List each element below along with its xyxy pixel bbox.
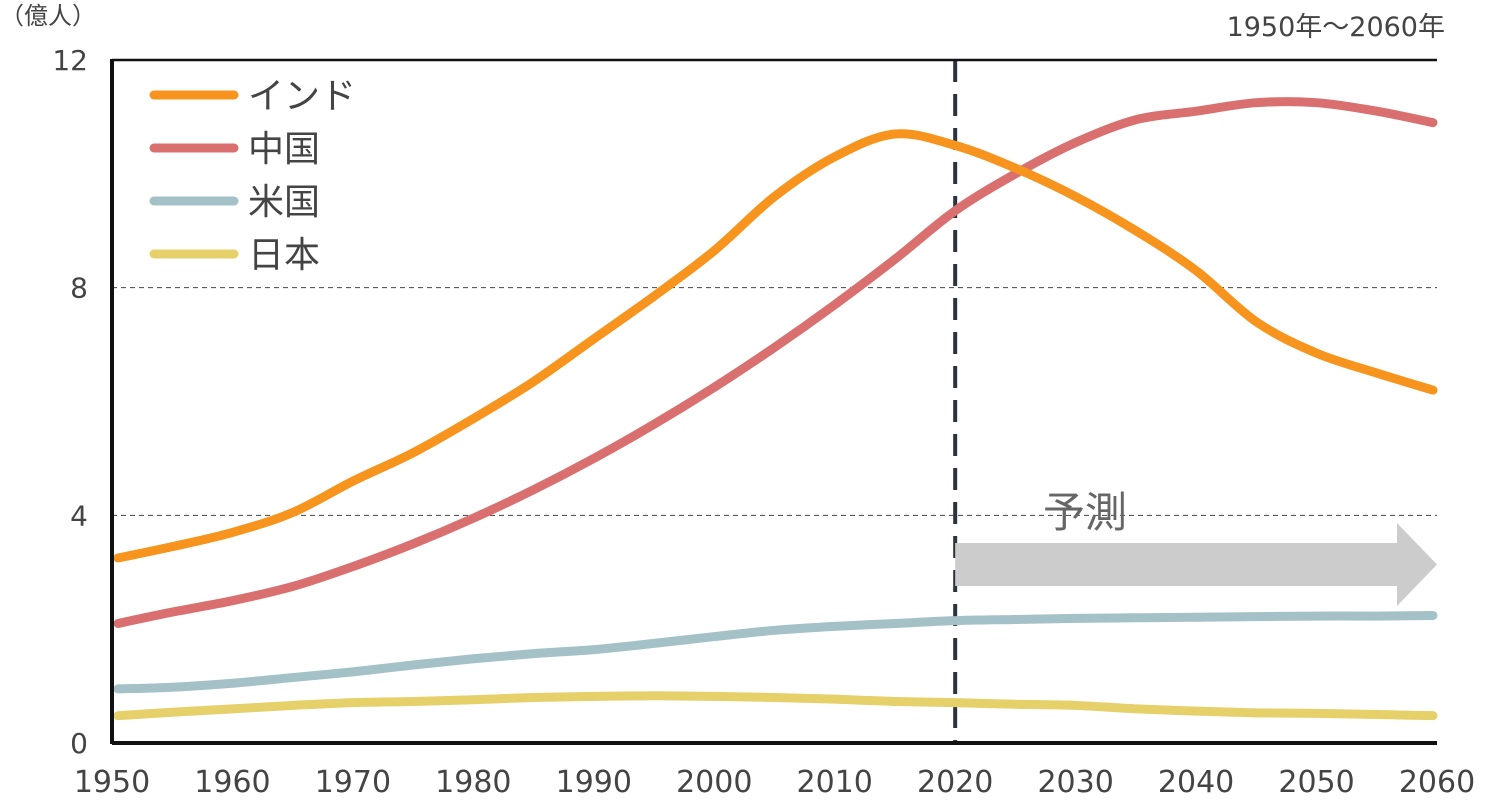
gridlines: [112, 287, 1437, 516]
legend-label: インド: [248, 76, 356, 117]
tick-labels: 0 4 8 12 1950 1960 1970 1980 1990 2000 2010 2020 203…: [52, 44, 1475, 800]
series-line-0: [113, 129, 1438, 563]
x-tick-label: 2010: [797, 765, 873, 800]
x-tick-label: 2030: [1037, 765, 1113, 800]
y-tick-label: 0: [70, 727, 88, 760]
x-tick-label: 1990: [556, 765, 632, 800]
series-line-3: [113, 691, 1438, 721]
legend-label: 日本: [248, 235, 320, 276]
x-tick-label: 2050: [1278, 765, 1354, 800]
legend-label: 米国: [248, 182, 320, 223]
x-tick-label: 2060: [1399, 765, 1475, 800]
series-line-1: [113, 97, 1438, 628]
forecast-region: 予測: [953, 60, 1437, 743]
chart-subtitle: 1950年～2060年: [1227, 12, 1445, 43]
x-tick-label: 1960: [194, 765, 270, 800]
series-line-2: [113, 611, 1438, 694]
forecast-label: 予測: [1043, 488, 1127, 537]
x-tick-label: 1980: [435, 765, 511, 800]
x-tick-label: 2000: [676, 765, 752, 800]
x-tick-label: 1950: [74, 765, 150, 800]
x-tick-label: 2020: [917, 765, 993, 800]
y-tick-label: 4: [70, 499, 88, 532]
series-lines: [113, 97, 1438, 721]
legend-label: 中国: [248, 129, 320, 170]
x-tick-label: 1970: [315, 765, 391, 800]
y-axis-label: （億人）: [0, 2, 96, 30]
y-tick-label: 12: [52, 44, 88, 77]
forecast-arrow: [955, 523, 1437, 606]
axes: [110, 58, 1437, 745]
x-tick-label: 2040: [1158, 765, 1234, 800]
y-tick-label: 8: [70, 272, 88, 305]
